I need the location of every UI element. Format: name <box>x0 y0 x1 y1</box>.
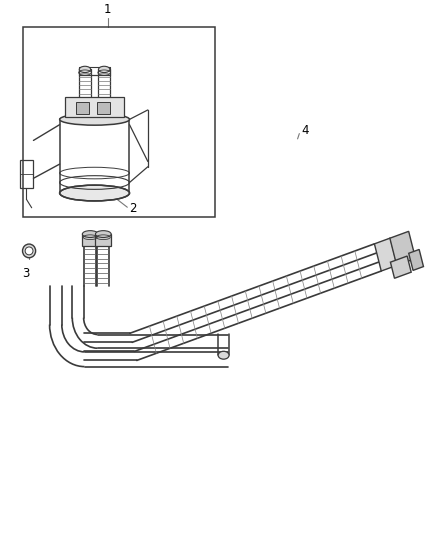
Ellipse shape <box>79 66 91 72</box>
Ellipse shape <box>60 114 130 125</box>
Text: 2: 2 <box>130 203 137 215</box>
Bar <box>76 102 89 114</box>
Ellipse shape <box>25 247 33 255</box>
Ellipse shape <box>60 185 130 201</box>
Bar <box>22 27 215 217</box>
Ellipse shape <box>95 231 111 238</box>
Ellipse shape <box>99 66 110 72</box>
Bar <box>65 97 124 117</box>
Bar <box>95 234 111 246</box>
Text: 1: 1 <box>104 3 111 16</box>
Ellipse shape <box>218 351 229 359</box>
Bar <box>97 102 110 114</box>
Text: 3: 3 <box>22 267 30 280</box>
Bar <box>82 234 98 246</box>
Polygon shape <box>390 231 416 265</box>
Polygon shape <box>409 249 424 270</box>
Polygon shape <box>374 238 397 271</box>
Polygon shape <box>390 256 411 278</box>
Ellipse shape <box>22 244 35 258</box>
Bar <box>20 160 33 188</box>
Text: 4: 4 <box>301 125 309 138</box>
Ellipse shape <box>82 231 98 238</box>
